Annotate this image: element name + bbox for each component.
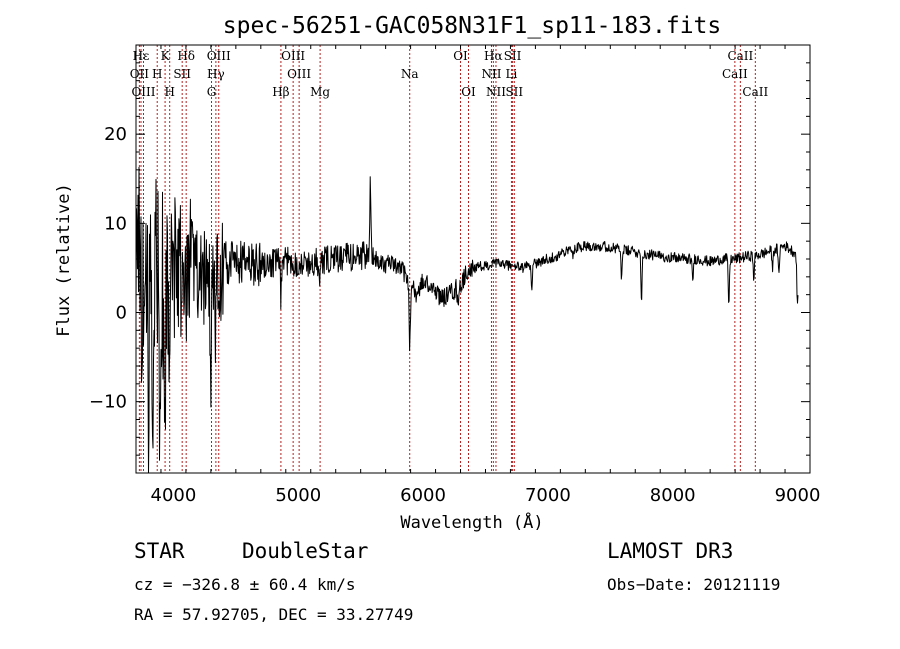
axis-ticks <box>135 45 811 473</box>
spectrum-series <box>135 166 799 474</box>
spectral-line-label: Hε <box>133 49 150 63</box>
spectrum-line <box>135 166 799 474</box>
x-axis-label: Wavelength (Å) <box>400 511 543 533</box>
spectral-line-label: H <box>164 85 174 99</box>
x-tick-label: 6000 <box>400 485 446 506</box>
spectral-line-label: OIII <box>207 49 231 63</box>
spectral-line-label: CaII <box>742 85 768 99</box>
observation-date: Obs−Date: 20121119 <box>607 575 780 594</box>
spectral-line-label: OIII <box>281 49 305 63</box>
x-tick-label: 8000 <box>650 485 696 506</box>
spectral-line-label: Hβ <box>272 85 289 99</box>
spectral-line-label: OIII <box>287 67 311 81</box>
spectral-line-label: OIII <box>131 85 155 99</box>
y-axis-label: Flux (relative) <box>54 183 74 337</box>
spectral-line-label: Hγ <box>207 67 225 81</box>
spectral-line-label: OI <box>453 49 468 63</box>
axis-tick-labels: 4000 5000 6000 7000 8000 9000 20 10 0 −10 <box>89 124 820 506</box>
radial-velocity: cz = −326.8 ± 60.4 km/s <box>134 575 356 594</box>
spectral-line-label: CaII <box>727 49 753 63</box>
spectral-line-label: OII <box>130 67 150 81</box>
spectral-line-label: Mg <box>310 85 330 99</box>
spectral-line-label: G <box>207 85 217 99</box>
spectral-line-label: SII <box>504 49 522 63</box>
y-tick-label: −10 <box>89 392 127 413</box>
object-class: STAR <box>134 539 185 563</box>
spectral-line-label: Li <box>506 67 518 81</box>
object-subclass: DoubleStar <box>242 539 368 563</box>
spectral-line-label: Hα <box>484 49 503 63</box>
y-tick-label: 0 <box>116 303 127 324</box>
x-tick-label: 4000 <box>151 485 197 506</box>
spectral-line-label: K <box>161 49 171 63</box>
spectral-line-markers <box>138 45 756 473</box>
spectral-line-label: SII <box>505 85 523 99</box>
spectral-line-label: NII <box>486 85 506 99</box>
survey-name: LAMOST DR3 <box>607 539 733 563</box>
x-tick-label: 9000 <box>775 485 821 506</box>
spectral-line-label: Hδ <box>177 49 195 63</box>
chart-title: spec-56251-GAC058N31F1_sp11-183.fits <box>223 13 722 39</box>
spectral-line-label: NII <box>481 67 501 81</box>
y-tick-label: 10 <box>104 213 127 234</box>
spectral-line-label: SII <box>173 67 191 81</box>
spectral-line-label: OI <box>461 85 476 99</box>
sky-coordinates: RA = 57.92705, DEC = 33.27749 <box>134 605 413 624</box>
x-tick-label: 7000 <box>525 485 571 506</box>
y-tick-label: 20 <box>104 124 127 145</box>
spectral-line-label: H <box>152 67 162 81</box>
spectral-line-label: Na <box>401 67 419 81</box>
spectral-line-label: CaII <box>722 67 748 81</box>
x-tick-label: 5000 <box>275 485 321 506</box>
